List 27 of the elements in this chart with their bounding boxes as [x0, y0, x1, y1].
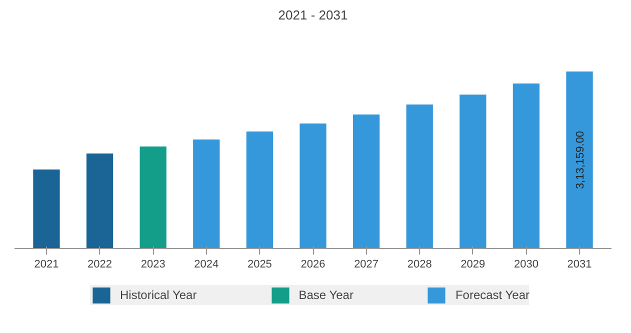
bar [566, 72, 593, 248]
data-label: 3,13,159.00 [574, 130, 587, 190]
x-tick-label: 2030 [514, 258, 538, 270]
bar [140, 146, 166, 248]
bar [193, 139, 220, 248]
bar [460, 94, 486, 248]
x-tick-label: 2023 [140, 258, 166, 270]
x-tick-label: 2024 [194, 258, 219, 270]
legend-label: Base Year [298, 287, 354, 304]
bar [33, 170, 60, 248]
x-tick-label: 2029 [460, 258, 486, 270]
x-tick-label: 2027 [354, 258, 379, 270]
bar [86, 153, 114, 248]
chart-title: 2021 - 2031 [278, 8, 348, 22]
bar [246, 132, 274, 248]
x-tick-label: 2031 [567, 258, 592, 270]
x-tick-label: 2028 [407, 258, 432, 270]
legend-label: Historical Year [120, 287, 197, 304]
bar [512, 84, 540, 248]
x-tick-label: 2022 [88, 258, 112, 270]
bar [406, 104, 433, 248]
legend-label: Forecast Year [455, 287, 530, 304]
x-tick-label: 2025 [247, 258, 272, 270]
bar [352, 114, 380, 248]
bar [300, 124, 326, 248]
x-tick-label: 2021 [34, 258, 59, 270]
x-tick-label: 2026 [300, 258, 326, 270]
